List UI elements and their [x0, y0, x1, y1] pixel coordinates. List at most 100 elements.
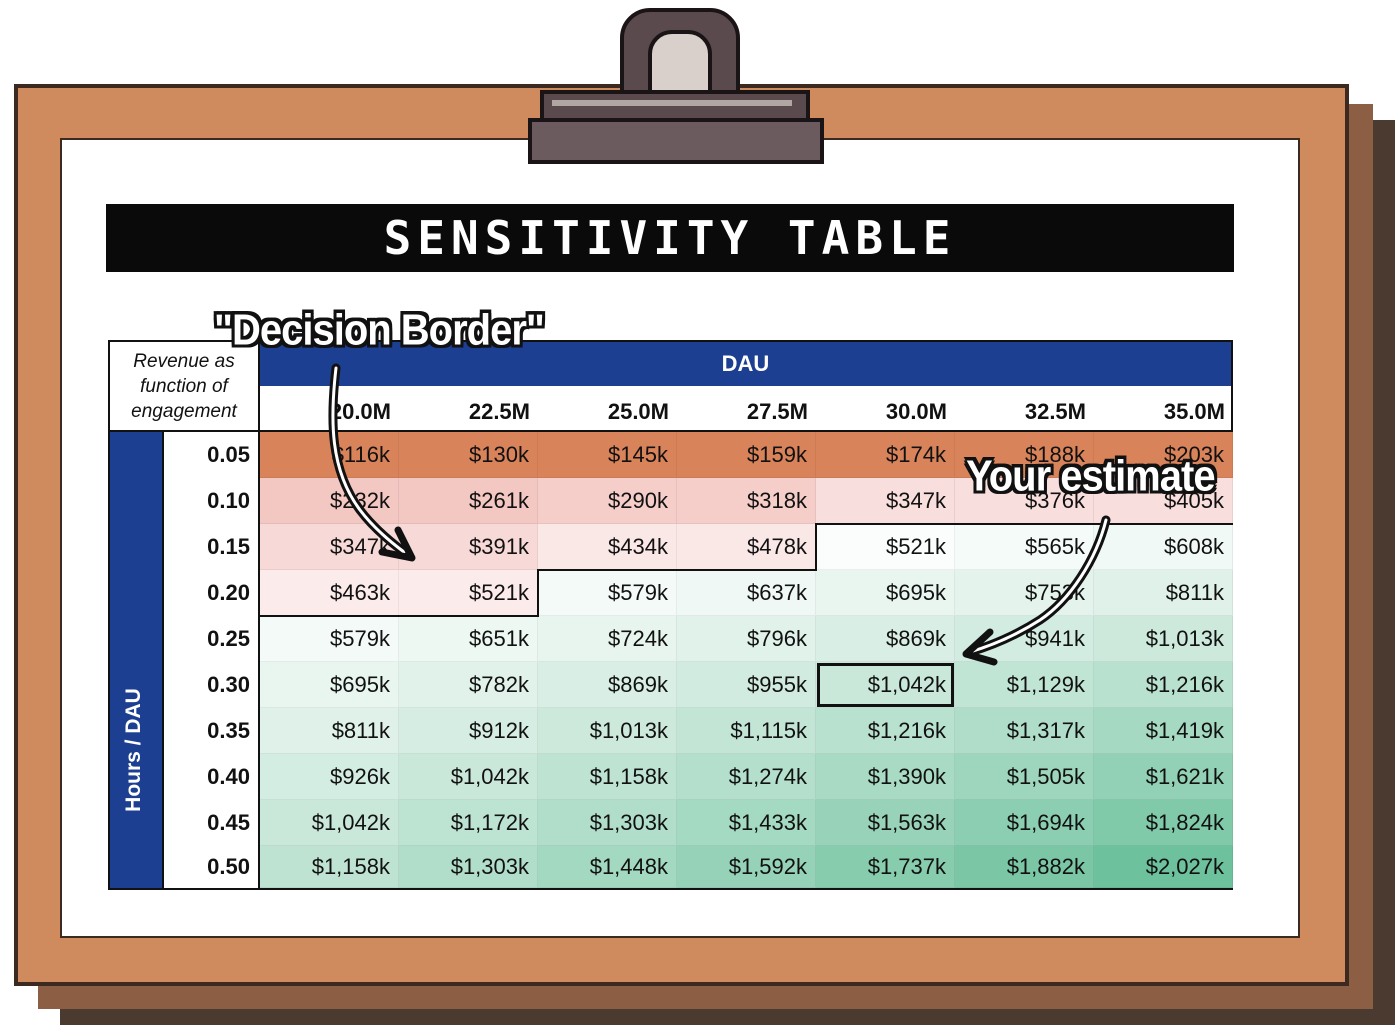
- table-cell: $1,433k: [677, 800, 816, 846]
- row-header: 0.25: [207, 626, 250, 651]
- table-cell: $1,216k: [816, 708, 955, 754]
- table-cell: $1,042k: [399, 754, 538, 800]
- your-estimate-callout: Your estimate: [966, 451, 1216, 501]
- table-cell: $695k: [260, 662, 399, 708]
- column-header: 25.0M: [607, 399, 669, 424]
- table-cell: $579k: [538, 570, 677, 616]
- column-header: 30.0M: [885, 399, 947, 424]
- row-header: 0.45: [207, 810, 250, 835]
- table-cell: $1,013k: [538, 708, 677, 754]
- row-header: 0.50: [207, 854, 250, 879]
- table-cell: $1,592k: [677, 846, 816, 888]
- table-cell: $232k: [260, 478, 399, 524]
- row-header-divider: [258, 432, 260, 888]
- table-cell: $1,274k: [677, 754, 816, 800]
- table-cell: $145k: [538, 432, 677, 478]
- table-cell: $318k: [677, 478, 816, 524]
- table-cell: $174k: [816, 432, 955, 478]
- table-cell: $1,448k: [538, 846, 677, 888]
- table-cell: $782k: [399, 662, 538, 708]
- column-header: 32.5M: [1024, 399, 1086, 424]
- table-cell: $391k: [399, 524, 538, 570]
- column-header: 35.0M: [1163, 399, 1225, 424]
- table-cell: $1,737k: [816, 846, 955, 888]
- table-cell: $203k: [1094, 432, 1233, 478]
- row-header: 0.15: [207, 534, 250, 559]
- table-cell: $1,390k: [816, 754, 955, 800]
- table-cell: $1,303k: [538, 800, 677, 846]
- estimate-cell: $1,042k: [816, 662, 955, 708]
- table-cell: $811k: [1094, 570, 1233, 616]
- table-cell: $521k: [816, 524, 955, 570]
- row-group-label: Hours / DAU: [122, 688, 145, 812]
- clip-highlight: [552, 100, 792, 106]
- table-cell: $608k: [1094, 524, 1233, 570]
- row-header: 0.05: [207, 442, 250, 467]
- clip-hole: [648, 30, 712, 94]
- row-header: 0.10: [207, 488, 250, 513]
- table-cell: $1,129k: [955, 662, 1094, 708]
- column-header: 20.0M: [329, 399, 391, 424]
- table-cell: $753k: [955, 570, 1094, 616]
- corner-label: Revenue as function of engagement: [110, 342, 260, 432]
- table-cell: $290k: [538, 478, 677, 524]
- table-cell: $434k: [538, 524, 677, 570]
- table-cell: $1,042k: [260, 800, 399, 846]
- corner-label-line-1: Revenue as: [133, 350, 235, 372]
- column-header: 22.5M: [468, 399, 530, 424]
- table-cell: $926k: [260, 754, 399, 800]
- page-title: SENSITIVITY TABLE: [106, 204, 1234, 272]
- table-cell: $1,158k: [538, 754, 677, 800]
- row-header: 0.35: [207, 718, 250, 743]
- table-cell: $1,013k: [1094, 616, 1233, 662]
- table-cell: $724k: [538, 616, 677, 662]
- table-cell: $347k: [260, 524, 399, 570]
- row-header: 0.30: [207, 672, 250, 697]
- row-group-header: Hours / DAU: [110, 432, 164, 888]
- table-cell: $1,172k: [399, 800, 538, 846]
- table-cell: $869k: [816, 616, 955, 662]
- corner-label-line-2: function of: [140, 375, 228, 397]
- table-cell: $1,115k: [677, 708, 816, 754]
- table-cell: $637k: [677, 570, 816, 616]
- table-cell: $1,694k: [955, 800, 1094, 846]
- table-cell: $1,563k: [816, 800, 955, 846]
- column-group-header: DAU: [260, 342, 1231, 386]
- table-cell: $1,824k: [1094, 800, 1233, 846]
- table-cell: $521k: [399, 570, 538, 616]
- table-cell: $1,216k: [1094, 662, 1233, 708]
- table-cell: $405k: [1094, 478, 1233, 524]
- row-header: 0.20: [207, 580, 250, 605]
- table-cell: $2,027k: [1094, 846, 1233, 888]
- table-cell: $941k: [955, 616, 1094, 662]
- header-divider: [260, 430, 1231, 432]
- table-cell: $261k: [399, 478, 538, 524]
- table-cell: $869k: [538, 662, 677, 708]
- table-cell: $796k: [677, 616, 816, 662]
- table-cell: $579k: [260, 616, 399, 662]
- table-cell: $1,419k: [1094, 708, 1233, 754]
- table-cell: $695k: [816, 570, 955, 616]
- table-cell: $955k: [677, 662, 816, 708]
- table-cell: $478k: [677, 524, 816, 570]
- table-cell: $1,158k: [260, 846, 399, 888]
- table-cell: $116k: [260, 432, 399, 478]
- table-cell: $188k: [955, 432, 1094, 478]
- table-cell: $130k: [399, 432, 538, 478]
- table-cell: $347k: [816, 478, 955, 524]
- table-cell: $811k: [260, 708, 399, 754]
- table-cell: $651k: [399, 616, 538, 662]
- table-cell: $1,303k: [399, 846, 538, 888]
- corner-label-line-3: engagement: [131, 400, 237, 422]
- table-cell: $1,621k: [1094, 754, 1233, 800]
- table-cell: $1,505k: [955, 754, 1094, 800]
- table-cell: $1,317k: [955, 708, 1094, 754]
- column-header: 27.5M: [746, 399, 808, 424]
- table-cell: $912k: [399, 708, 538, 754]
- row-header: 0.40: [207, 764, 250, 789]
- clip-base: [528, 118, 824, 164]
- sensitivity-table: Revenue as function of engagement DAU Ho…: [108, 340, 1233, 890]
- table-cell: $463k: [260, 570, 399, 616]
- table-cell: $159k: [677, 432, 816, 478]
- decision-border-callout: "Decision Border": [214, 305, 545, 355]
